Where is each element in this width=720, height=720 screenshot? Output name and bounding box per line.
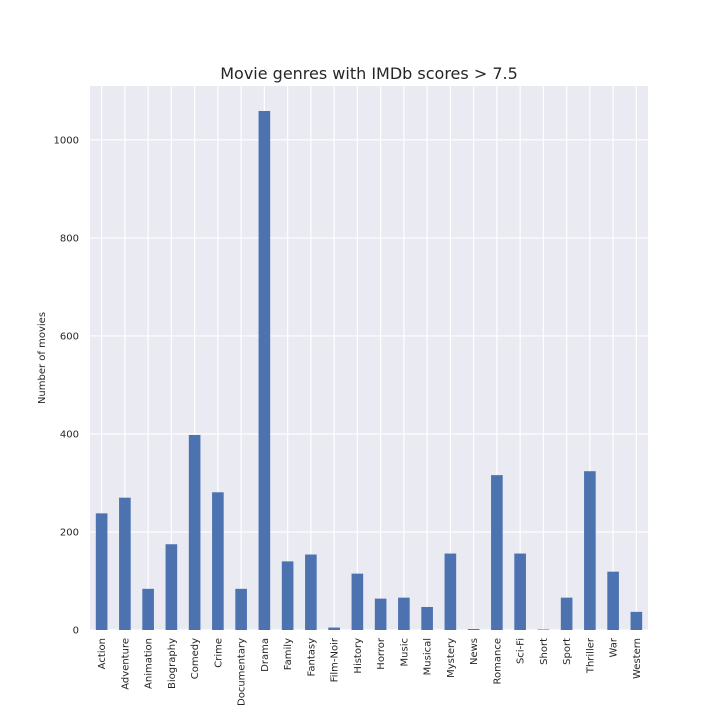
y-tick-label: 400 (60, 429, 79, 440)
y-tick-label: 600 (60, 331, 79, 342)
bar-horror (374, 598, 387, 630)
x-tick-label: Short (539, 638, 550, 665)
bar-comedy (188, 434, 201, 630)
y-axis-ticks: 0 200 400 600 800 1000 (54, 135, 79, 636)
bar-musical (421, 606, 433, 630)
bar-documentary (235, 588, 247, 630)
bar-mystery (444, 553, 457, 630)
bar-adventure (119, 497, 131, 630)
x-tick-label: Action (97, 638, 108, 669)
x-tick-label: News (469, 638, 480, 665)
bar-animation (142, 588, 154, 630)
x-tick-label: Music (399, 638, 410, 666)
bar-biography (165, 544, 178, 630)
bar-history (351, 573, 364, 630)
x-tick-label: Biography (167, 638, 178, 689)
bar-music (398, 597, 410, 630)
bar-romance (491, 475, 503, 630)
x-tick-label: Musical (423, 638, 434, 675)
chart-title: Movie genres with IMDb scores > 7.5 (220, 64, 518, 83)
x-tick-label: Adventure (120, 638, 131, 690)
x-tick-label: History (353, 638, 364, 674)
y-tick-label: 1000 (54, 135, 79, 146)
x-tick-label: Film-Noir (330, 637, 341, 682)
x-tick-label: Crime (213, 638, 224, 668)
x-axis-ticks: Action Adventure Animation Biography Comedy C… (97, 637, 643, 706)
bar-film-noir (328, 627, 340, 630)
bar-action (95, 513, 108, 630)
bar-family (281, 561, 294, 630)
bar-western (630, 611, 643, 630)
bar-sci-fi (514, 553, 526, 630)
x-tick-label: Sport (562, 638, 573, 665)
y-axis-label: Number of movies (37, 312, 48, 404)
x-tick-label: Animation (144, 638, 155, 689)
x-tick-label: Documentary (237, 638, 248, 706)
x-tick-label: Family (283, 638, 294, 670)
x-tick-label: Thriller (585, 637, 596, 674)
bar-sport (560, 597, 573, 630)
bar-fantasy (305, 554, 317, 630)
x-tick-label: Horror (376, 637, 387, 670)
x-tick-label: Comedy (190, 638, 201, 679)
x-tick-label: Sci-Fi (516, 638, 527, 664)
x-tick-label: War (609, 637, 620, 657)
y-tick-label: 800 (60, 233, 79, 244)
x-tick-label: Western (632, 638, 643, 679)
y-tick-label: 0 (73, 626, 79, 637)
x-tick-label: Romance (492, 638, 503, 684)
y-tick-label: 200 (60, 527, 79, 538)
x-tick-label: Fantasy (306, 638, 317, 677)
bar-thriller (584, 471, 596, 630)
x-tick-label: Drama (260, 638, 271, 672)
bars (95, 110, 643, 631)
plot-area (90, 86, 648, 630)
bar-news (467, 629, 480, 630)
bar-drama (258, 110, 271, 631)
bar-war (607, 571, 619, 630)
bar-crime (212, 492, 224, 630)
x-tick-label: Mystery (446, 638, 457, 678)
